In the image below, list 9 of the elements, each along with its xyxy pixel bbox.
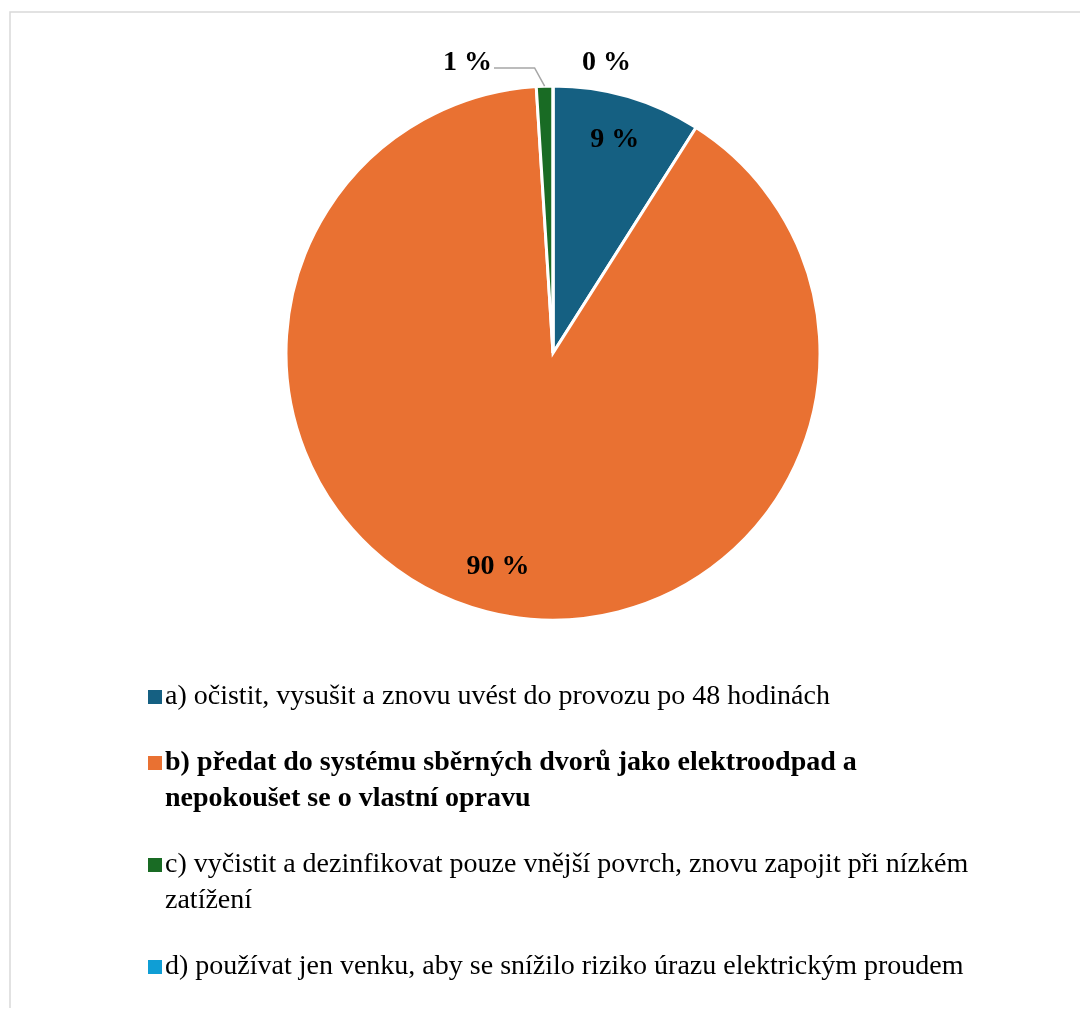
pie-slice xyxy=(284,85,822,622)
legend-label: b) předat do systému sběrných dvorů jako elektroodpad a nepokoušet se o vlastní opravu xyxy=(165,745,857,813)
legend-label: a) očistit, vysušit a znovu uvést do provozu po 48 hodinách xyxy=(165,679,830,711)
data-label: 90 % xyxy=(466,549,530,581)
text: 0 % xyxy=(582,45,631,77)
legend-label: d) používat jen venku, aby se snížilo riziko úrazu elektrickým proudem xyxy=(165,949,964,981)
legend-label: c) vyčistit a dezinfikovat pouze vnější povrch, znovu zapojit při nízkém zatížení xyxy=(165,847,969,915)
data-label: 1 % xyxy=(443,45,492,77)
data-label: 9 % xyxy=(590,121,640,153)
